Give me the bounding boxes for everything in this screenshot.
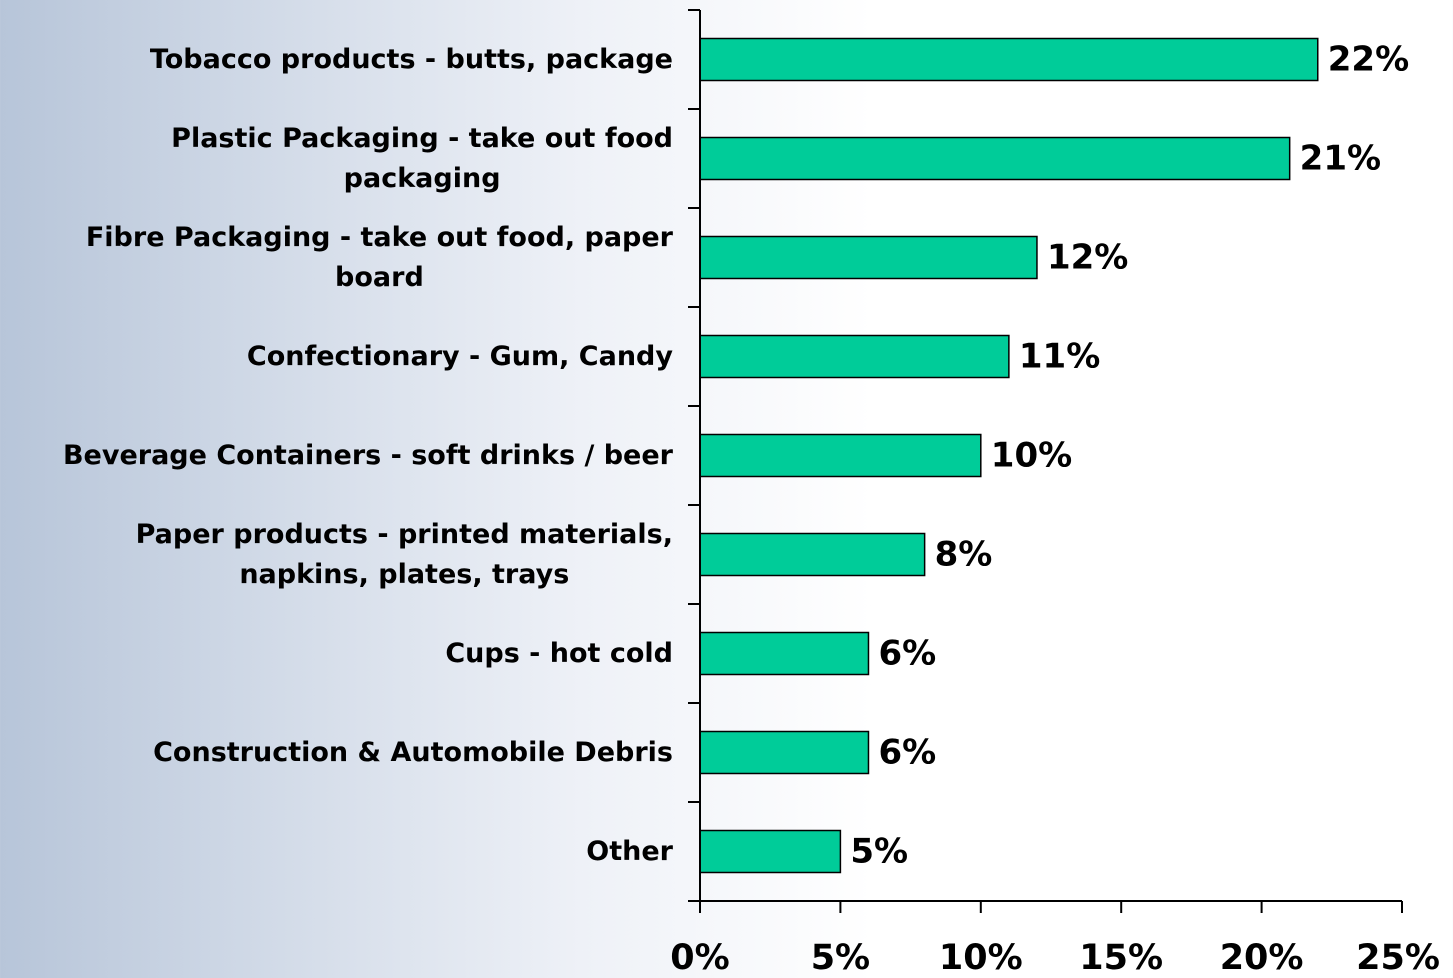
data-label: 6% — [878, 733, 936, 773]
data-label: 11% — [1019, 337, 1100, 377]
data-label: 6% — [878, 634, 936, 674]
x-tick-label: 10% — [939, 938, 1023, 974]
category-label: Tobacco products - butts, package — [150, 44, 673, 75]
x-tick-label: 0% — [670, 938, 729, 974]
category-label: Construction & Automobile Debris — [153, 737, 673, 768]
bar — [699, 433, 982, 478]
category-label: Fibre Packaging - take out food, paper — [86, 222, 674, 253]
data-label: 12% — [1047, 238, 1128, 278]
data-label: 22% — [1328, 40, 1409, 80]
category-label: Paper products - printed materials, — [136, 519, 673, 550]
category-label-continuation: napkins, plates, trays — [239, 559, 569, 590]
bar — [699, 631, 870, 676]
bar — [699, 532, 926, 577]
bar — [699, 829, 842, 874]
bar — [699, 235, 1038, 280]
x-tick-label: 20% — [1220, 938, 1304, 974]
x-tick-label: 25% — [1356, 938, 1440, 974]
bar — [699, 37, 1319, 82]
category-label: Other — [586, 836, 673, 867]
data-label: 8% — [935, 535, 993, 575]
bar — [699, 730, 870, 775]
category-label-continuation: packaging — [344, 163, 501, 194]
bar — [699, 334, 1010, 379]
category-label: Confectionary - Gum, Candy — [247, 341, 673, 372]
data-label: 21% — [1300, 139, 1381, 179]
bar — [699, 136, 1291, 181]
x-tick-label: 5% — [811, 938, 870, 974]
data-label: 5% — [850, 832, 908, 872]
category-label: Plastic Packaging - take out food — [171, 123, 673, 154]
category-label: Cups - hot cold — [445, 638, 673, 669]
category-label: Beverage Containers - soft drinks / beer — [63, 440, 674, 471]
category-label-continuation: board — [335, 262, 424, 293]
x-tick-label: 15% — [1079, 938, 1163, 974]
data-label: 10% — [991, 436, 1072, 476]
